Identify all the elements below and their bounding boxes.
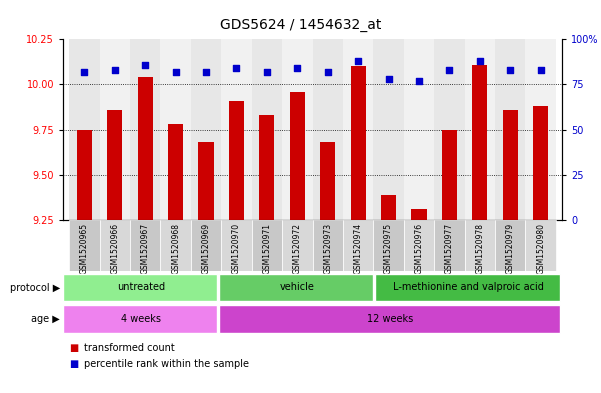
Bar — [313, 39, 343, 220]
Bar — [434, 39, 465, 220]
Text: GSM1520975: GSM1520975 — [384, 222, 393, 274]
Bar — [404, 220, 434, 271]
Bar — [495, 39, 525, 220]
Bar — [290, 92, 305, 220]
Bar — [373, 220, 404, 271]
Bar — [191, 220, 221, 271]
Bar — [259, 115, 275, 220]
Bar — [130, 39, 160, 220]
Text: GSM1520978: GSM1520978 — [475, 222, 484, 274]
Bar — [160, 220, 191, 271]
Bar — [502, 110, 518, 220]
Point — [323, 69, 332, 75]
Bar — [465, 220, 495, 271]
Text: percentile rank within the sample: percentile rank within the sample — [84, 358, 249, 369]
Bar — [191, 39, 221, 220]
Bar — [229, 101, 244, 220]
Text: age ▶: age ▶ — [31, 314, 60, 324]
Bar — [252, 220, 282, 271]
Point — [171, 69, 180, 75]
Point — [445, 67, 454, 73]
Text: GSM1520968: GSM1520968 — [171, 222, 180, 274]
Bar — [168, 124, 183, 220]
Point — [110, 67, 120, 73]
Bar — [320, 142, 335, 220]
Bar — [63, 305, 218, 332]
Point — [353, 58, 363, 64]
Text: vehicle: vehicle — [279, 282, 314, 292]
Bar — [533, 106, 548, 220]
Text: GSM1520969: GSM1520969 — [201, 222, 210, 274]
Text: ■: ■ — [69, 343, 78, 353]
Text: 12 weeks: 12 weeks — [367, 314, 413, 324]
Bar — [77, 130, 92, 220]
Text: GSM1520976: GSM1520976 — [415, 222, 424, 274]
Text: GSM1520970: GSM1520970 — [232, 222, 241, 274]
Bar — [282, 39, 313, 220]
Text: GSM1520980: GSM1520980 — [536, 222, 545, 274]
Bar — [100, 220, 130, 271]
Text: GSM1520973: GSM1520973 — [323, 222, 332, 274]
Point — [79, 69, 89, 75]
Text: L-methionine and valproic acid: L-methionine and valproic acid — [393, 282, 544, 292]
Bar — [198, 142, 214, 220]
Bar — [69, 39, 100, 220]
Bar — [313, 220, 343, 271]
Bar — [465, 39, 495, 220]
Text: transformed count: transformed count — [84, 343, 175, 353]
Point — [414, 78, 424, 84]
Bar — [160, 39, 191, 220]
Bar — [252, 39, 282, 220]
Text: GSM1520977: GSM1520977 — [445, 222, 454, 274]
Text: GSM1520965: GSM1520965 — [80, 222, 89, 274]
Bar — [343, 39, 373, 220]
Bar — [100, 39, 130, 220]
Bar — [350, 66, 366, 220]
Point — [475, 58, 484, 64]
Point — [536, 67, 546, 73]
Bar — [69, 220, 100, 271]
Bar — [434, 220, 465, 271]
Bar — [404, 39, 434, 220]
Text: 4 weeks: 4 weeks — [121, 314, 161, 324]
Bar — [373, 39, 404, 220]
Point — [293, 65, 302, 72]
Point — [384, 76, 394, 82]
Point — [201, 69, 211, 75]
Text: GSM1520966: GSM1520966 — [111, 222, 120, 274]
Bar — [381, 195, 396, 220]
Text: ■: ■ — [69, 358, 78, 369]
Bar — [107, 110, 123, 220]
Text: GSM1520967: GSM1520967 — [141, 222, 150, 274]
Bar — [63, 274, 218, 301]
Bar — [411, 209, 427, 220]
Bar — [442, 130, 457, 220]
Bar — [343, 220, 373, 271]
Bar — [375, 274, 561, 301]
Bar — [138, 77, 153, 220]
Bar — [525, 39, 556, 220]
Point — [231, 65, 241, 72]
Text: GSM1520972: GSM1520972 — [293, 222, 302, 274]
Text: GSM1520974: GSM1520974 — [353, 222, 362, 274]
Text: GSM1520979: GSM1520979 — [505, 222, 514, 274]
Text: protocol ▶: protocol ▶ — [10, 283, 60, 293]
Bar — [282, 220, 313, 271]
Text: untreated: untreated — [117, 282, 165, 292]
Bar — [472, 64, 487, 220]
Bar — [221, 220, 252, 271]
Text: GDS5624 / 1454632_at: GDS5624 / 1454632_at — [220, 18, 381, 32]
Bar — [130, 220, 160, 271]
Bar — [221, 39, 252, 220]
Point — [505, 67, 515, 73]
Point — [262, 69, 272, 75]
Bar — [525, 220, 556, 271]
Text: GSM1520971: GSM1520971 — [263, 222, 272, 274]
Bar — [219, 305, 561, 332]
Bar — [495, 220, 525, 271]
Point — [141, 61, 150, 68]
Bar — [219, 274, 373, 301]
